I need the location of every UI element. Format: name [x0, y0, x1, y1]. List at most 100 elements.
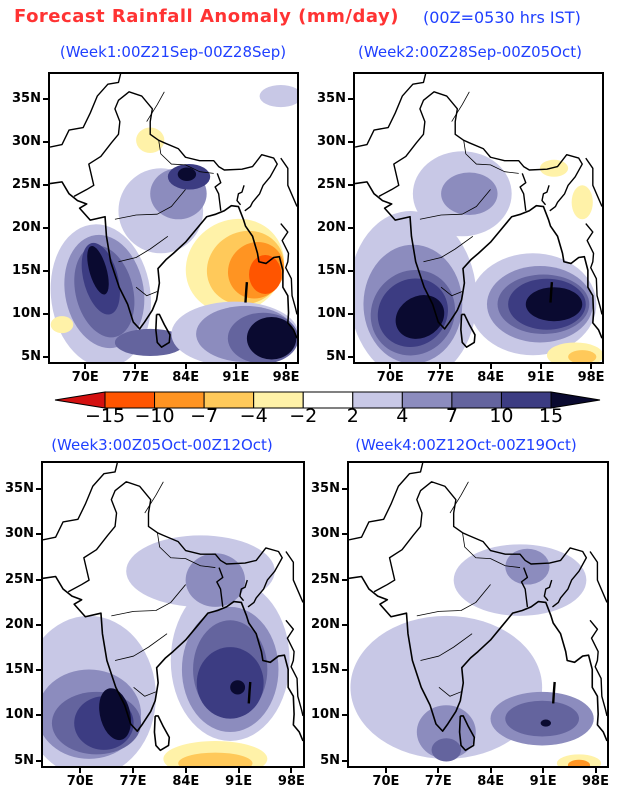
- boundary-line: [590, 551, 607, 602]
- lat-tick-label: 10N: [317, 306, 346, 322]
- boundary-line: [441, 287, 462, 295]
- boundary-line: [520, 173, 526, 210]
- figure-title: Forecast Rainfall Anomaly (mm/day): [14, 6, 399, 27]
- time-note: (00Z=0530 hrs IST): [423, 8, 581, 27]
- lat-tick-mark: [43, 356, 48, 359]
- lon-tick-label: 84E: [172, 774, 200, 789]
- map-panel-week2: [353, 72, 604, 364]
- colorbar-box: [352, 391, 403, 409]
- lon-tick-label: 91E: [222, 370, 250, 385]
- lat-tick-label: 25N: [311, 571, 340, 587]
- boundary-line: [423, 236, 472, 261]
- anomaly-region: [571, 185, 593, 220]
- lat-tick-label: 10N: [12, 306, 41, 322]
- lat-tick-label: 5N: [326, 349, 346, 365]
- anomaly-region: [568, 350, 597, 362]
- anomaly-region: [540, 719, 551, 727]
- boundary-line: [420, 190, 491, 220]
- lat-tick-label: 35N: [311, 481, 340, 497]
- lon-tick-mark: [389, 364, 392, 369]
- boundary-line: [74, 92, 277, 211]
- andaman-islands: [245, 282, 246, 302]
- lat-tick-label: 10N: [311, 707, 340, 723]
- lon-tick-mark: [132, 768, 135, 773]
- lon-tick-mark: [234, 364, 237, 369]
- boundary-line: [118, 236, 167, 261]
- lon-tick-mark: [84, 364, 87, 369]
- lat-tick-label: 15N: [317, 262, 346, 278]
- lat-tick-label: 5N: [14, 752, 34, 768]
- boundary-line: [349, 463, 423, 540]
- lon-tick-mark: [184, 364, 187, 369]
- lon-tick-mark: [184, 768, 187, 773]
- map-svg: [50, 74, 297, 362]
- anomaly-region: [525, 287, 583, 322]
- anomaly-region: [87, 246, 109, 295]
- lat-tick-label: 15N: [12, 262, 41, 278]
- lat-tick-mark: [342, 578, 347, 581]
- lon-tick-label: 98E: [272, 370, 300, 385]
- anomaly-region: [567, 759, 591, 766]
- boundary-line: [450, 482, 468, 513]
- lat-tick-mark: [43, 97, 48, 100]
- lat-tick-label: 20N: [12, 219, 41, 235]
- sri-lanka-outline: [156, 314, 170, 347]
- boundary-line: [215, 173, 221, 210]
- boundary-line: [421, 634, 473, 661]
- boundary-line: [50, 74, 121, 147]
- lon-tick-label: 84E: [172, 370, 200, 385]
- lat-tick-label: 35N: [5, 481, 34, 497]
- boundary-line: [521, 568, 527, 607]
- boundary-line: [586, 158, 602, 206]
- lat-tick-mark: [348, 226, 353, 229]
- panel-title-week1: (Week1:00Z21Sep-00Z28Sep): [59, 43, 287, 61]
- coastline: [355, 182, 602, 338]
- lat-tick-label: 10N: [5, 707, 34, 723]
- boundary-line: [463, 533, 520, 568]
- lon-tick-label: 70E: [66, 774, 94, 789]
- lat-tick-mark: [43, 269, 48, 272]
- lon-tick-label: 70E: [376, 370, 404, 385]
- lon-tick-label: 91E: [529, 774, 557, 789]
- lon-tick-mark: [594, 768, 597, 773]
- lat-tick-label: 25N: [12, 176, 41, 192]
- boundary-line: [147, 92, 165, 122]
- anomaly-region: [230, 680, 246, 695]
- lat-tick-label: 20N: [5, 616, 34, 632]
- lon-tick-mark: [437, 768, 440, 773]
- lon-tick-mark: [285, 364, 288, 369]
- lon-tick-mark: [489, 768, 492, 773]
- lat-tick-mark: [43, 183, 48, 186]
- boundary-line: [374, 482, 586, 607]
- lon-tick-mark: [439, 364, 442, 369]
- lat-tick-label: 35N: [12, 90, 41, 106]
- colorbar-label: −15: [84, 405, 126, 427]
- panel-title-week3: (Week3:00Z05Oct-00Z12Oct): [51, 436, 273, 454]
- boundary-line: [590, 620, 607, 716]
- map-panel-week4: [347, 461, 609, 768]
- boundary-line: [157, 533, 215, 568]
- lon-tick-label: 77E: [426, 370, 454, 385]
- lat-tick-label: 5N: [21, 349, 41, 365]
- boundary-line: [240, 580, 247, 601]
- lat-tick-mark: [348, 183, 353, 186]
- lon-tick-mark: [79, 768, 82, 773]
- colorbar-label: 15: [538, 405, 564, 427]
- anomaly-region: [441, 172, 498, 216]
- lat-tick-label: 30N: [5, 526, 34, 542]
- lon-tick-mark: [489, 364, 492, 369]
- boundary-line: [281, 224, 297, 315]
- anomaly-region: [505, 548, 550, 585]
- lat-tick-mark: [348, 356, 353, 359]
- lon-tick-label: 98E: [277, 774, 305, 789]
- boundary-line: [542, 185, 549, 205]
- boundary-line: [68, 482, 282, 607]
- lon-tick-label: 84E: [477, 774, 505, 789]
- lon-tick-mark: [384, 768, 387, 773]
- anomaly-region: [114, 328, 186, 357]
- anomaly-region: [246, 316, 297, 360]
- lon-tick-mark: [237, 768, 240, 773]
- map-svg: [43, 463, 303, 766]
- anomaly-region: [177, 167, 197, 182]
